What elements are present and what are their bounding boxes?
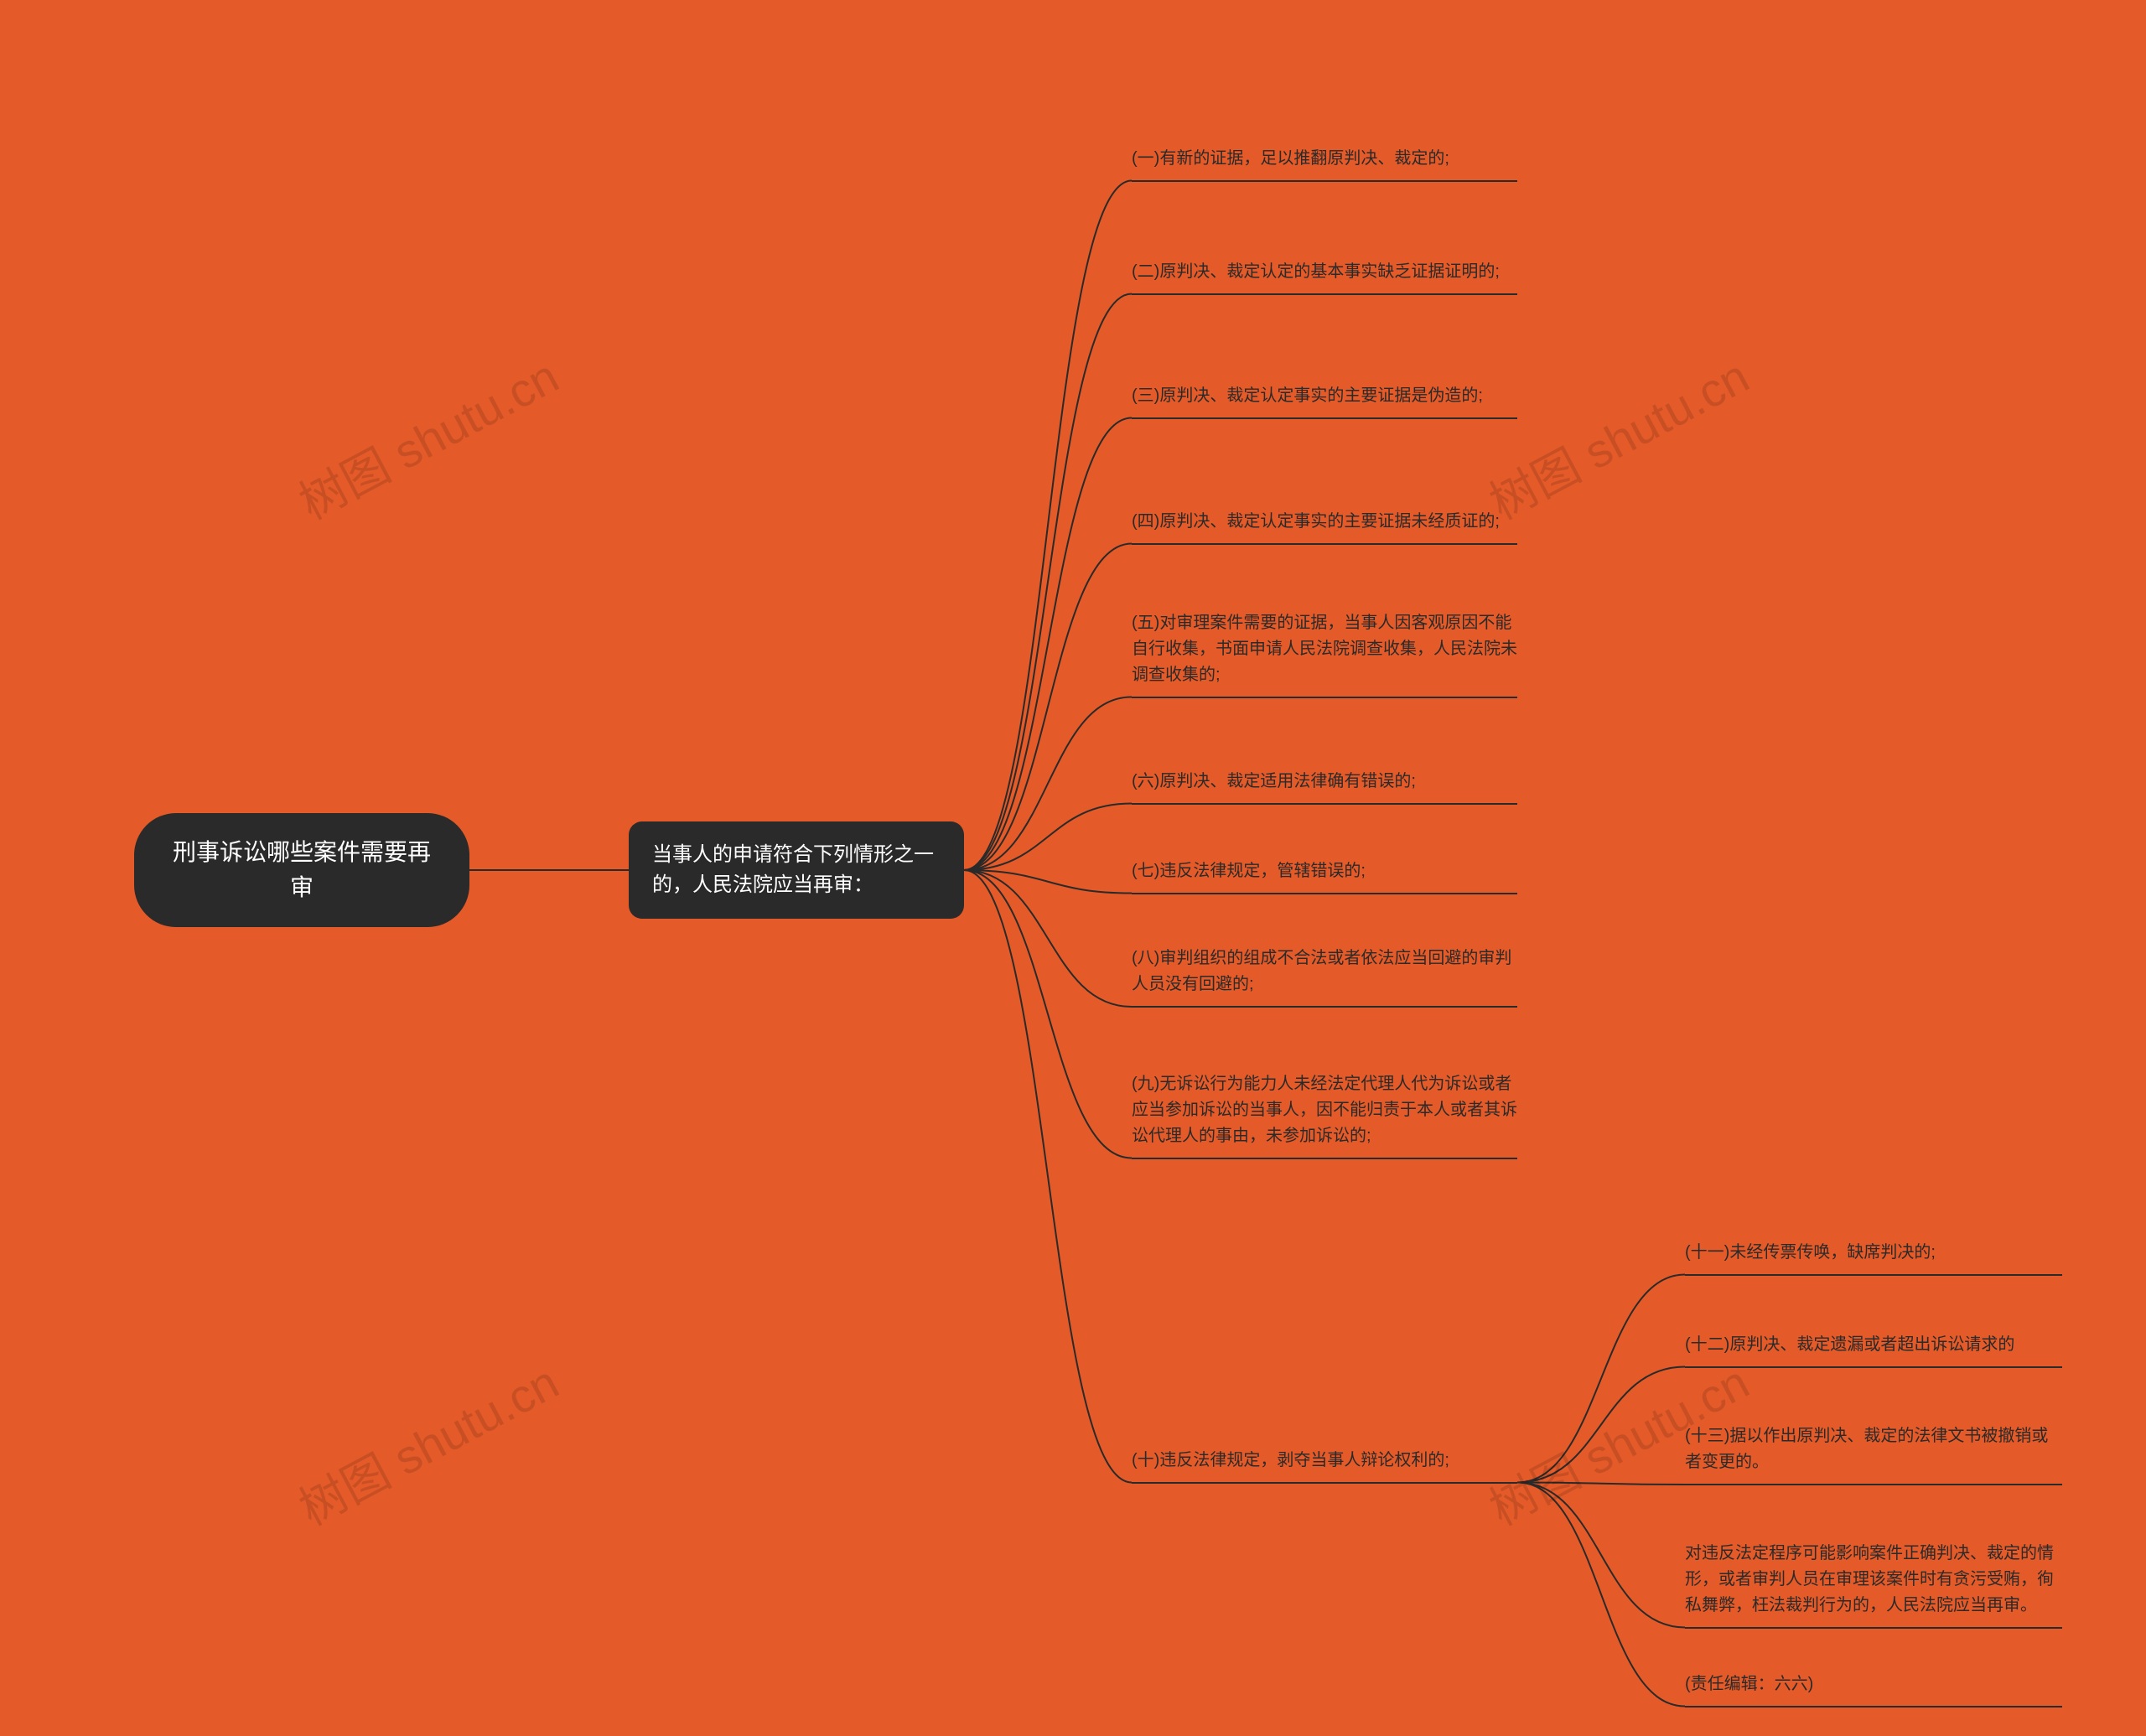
trunk-node: 当事人的申请符合下列情形之一的，人民法院应当再审： <box>629 821 964 919</box>
leaf-text: (三)原判决、裁定认定事实的主要证据是伪造的; <box>1132 383 1517 419</box>
subleaf-node: 对违反法定程序可能影响案件正确判决、裁定的情形，或者审判人员在审理该案件时有贪污… <box>1685 1541 2062 1629</box>
leaf-text: (四)原判决、裁定认定事实的主要证据未经质证的; <box>1132 509 1517 545</box>
leaf-text: (八)审判组织的组成不合法或者依法应当回避的审判人员没有回避的; <box>1132 946 1517 1008</box>
leaf-text: (十)违反法律规定，剥夺当事人辩论权利的; <box>1132 1448 1517 1484</box>
subleaf-node: (十一)未经传票传唤，缺席判决的; <box>1685 1240 2062 1276</box>
subleaf-text: (责任编辑：六六) <box>1685 1671 2062 1707</box>
leaf-text: (九)无诉讼行为能力人未经法定代理人代为诉讼或者应当参加诉讼的当事人，因不能归责… <box>1132 1071 1517 1159</box>
subleaf-text: (十二)原判决、裁定遗漏或者超出诉讼请求的 <box>1685 1332 2062 1368</box>
root-node: 刑事诉讼哪些案件需要再审 <box>134 813 469 927</box>
leaf-node: (五)对审理案件需要的证据，当事人因客观原因不能自行收集，书面申请人民法院调查收… <box>1132 610 1517 698</box>
mindmap-canvas: 刑事诉讼哪些案件需要再审 当事人的申请符合下列情形之一的，人民法院应当再审： (… <box>0 0 2146 1736</box>
subleaf-node: (十二)原判决、裁定遗漏或者超出诉讼请求的 <box>1685 1332 2062 1368</box>
leaf-text: (七)违反法律规定，管辖错误的; <box>1132 858 1517 894</box>
leaf-text: (一)有新的证据，足以推翻原判决、裁定的; <box>1132 146 1517 182</box>
leaf-node: (六)原判决、裁定适用法律确有错误的; <box>1132 769 1517 805</box>
subleaf-text: (十一)未经传票传唤，缺席判决的; <box>1685 1240 2062 1276</box>
watermark: 树图 shutu.cn <box>286 1345 569 1539</box>
leaf-node: (十)违反法律规定，剥夺当事人辩论权利的; <box>1132 1448 1517 1484</box>
watermark: 树图 shutu.cn <box>1476 339 1760 533</box>
subleaf-text: (十三)据以作出原判决、裁定的法律文书被撤销或者变更的。 <box>1685 1423 2062 1485</box>
leaf-node: (三)原判决、裁定认定事实的主要证据是伪造的; <box>1132 383 1517 419</box>
leaf-text: (五)对审理案件需要的证据，当事人因客观原因不能自行收集，书面申请人民法院调查收… <box>1132 610 1517 698</box>
watermark: 树图 shutu.cn <box>286 339 569 533</box>
leaf-node: (七)违反法律规定，管辖错误的; <box>1132 858 1517 894</box>
leaf-node: (一)有新的证据，足以推翻原判决、裁定的; <box>1132 146 1517 182</box>
subleaf-text: 对违反法定程序可能影响案件正确判决、裁定的情形，或者审判人员在审理该案件时有贪污… <box>1685 1541 2062 1629</box>
subleaf-node: (责任编辑：六六) <box>1685 1671 2062 1707</box>
leaf-text: (六)原判决、裁定适用法律确有错误的; <box>1132 769 1517 805</box>
leaf-node: (八)审判组织的组成不合法或者依法应当回避的审判人员没有回避的; <box>1132 946 1517 1008</box>
leaf-node: (二)原判决、裁定认定的基本事实缺乏证据证明的; <box>1132 259 1517 295</box>
subleaf-node: (十三)据以作出原判决、裁定的法律文书被撤销或者变更的。 <box>1685 1423 2062 1485</box>
leaf-node: (九)无诉讼行为能力人未经法定代理人代为诉讼或者应当参加诉讼的当事人，因不能归责… <box>1132 1071 1517 1159</box>
leaf-node: (四)原判决、裁定认定事实的主要证据未经质证的; <box>1132 509 1517 545</box>
leaf-text: (二)原判决、裁定认定的基本事实缺乏证据证明的; <box>1132 259 1517 295</box>
